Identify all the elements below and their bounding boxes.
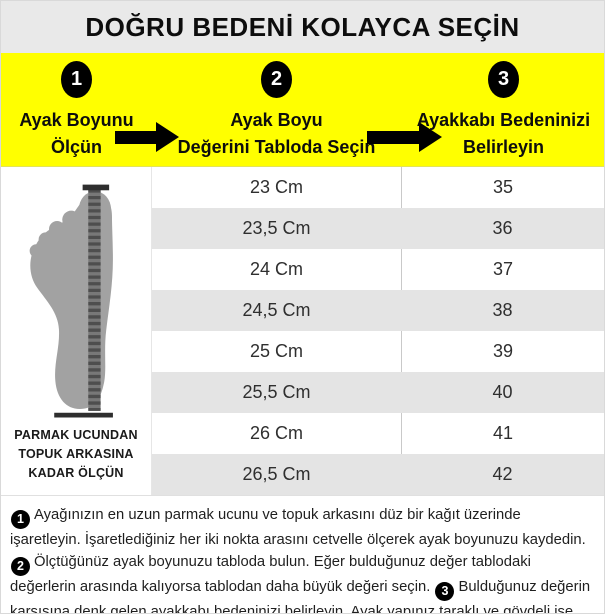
table-row: 26 Cm 41 <box>152 413 604 454</box>
right-arrow-icon <box>115 122 179 152</box>
foot-caption: PARMAK UCUNDAN TOPUK ARKASINA KADAR ÖLÇÜ… <box>14 428 138 480</box>
foot-length-cell: 24,5 Cm <box>242 300 311 320</box>
shoe-size-cell: 39 <box>401 331 604 372</box>
title-bar: DOĞRU BEDENİ KOLAYCA SEÇİN <box>1 1 604 53</box>
instruction-text-segment: Bulduğunuz değerin karşısına denk gelen … <box>10 579 591 614</box>
foot-length-cell: 25,5 Cm <box>242 382 311 402</box>
step-3-pick-size: 3 Ayakkabı Bedeninizi Belirleyin <box>401 53 604 166</box>
step-2-label: Ayak Boyu Değerini Tabloda Seçin <box>177 110 376 157</box>
table-row: 23 Cm 35 <box>152 167 604 208</box>
steps-band: 1 Ayak Boyunu Ölçün 2 Ayak Boyu Değerini… <box>1 53 604 167</box>
table-row: 24,5 Cm 38 <box>152 290 604 331</box>
page-title: DOĞRU BEDENİ KOLAYCA SEÇİN <box>85 11 520 42</box>
shoe-size-cell: 36 <box>492 218 513 238</box>
foot-length-cell: 26,5 Cm <box>242 464 311 484</box>
instruction-text-segment: Ayağınızın en uzun parmak ucunu ve topuk… <box>10 507 586 548</box>
foot-length-cell: 26 Cm <box>249 423 303 443</box>
step-1-label: Ayak Boyunu Ölçün <box>19 110 134 157</box>
table-row: 25 Cm 39 <box>152 331 604 372</box>
shoe-size-cell: 42 <box>492 464 513 484</box>
size-table-section: PARMAK UCUNDAN TOPUK ARKASINA KADAR ÖLÇÜ… <box>1 167 604 495</box>
foot-length-cell: 24 Cm <box>249 259 303 279</box>
step-1-measure-foot: 1 Ayak Boyunu Ölçün <box>1 53 152 166</box>
table-row: 25,5 Cm 40 <box>152 372 604 413</box>
foot-length-cell: 25 Cm <box>249 341 303 361</box>
shoe-size-cell: 41 <box>401 413 604 454</box>
step-1-number-badge: 1 <box>61 61 92 98</box>
instruction-step-marker: 3 <box>435 581 455 601</box>
shoe-size-cell: 37 <box>401 249 604 290</box>
step-2-find-in-table: 2 Ayak Boyu Değerini Tabloda Seçin <box>152 53 401 166</box>
foot-outline-ruler-icon <box>29 184 113 418</box>
shoe-size-cell: 38 <box>492 300 513 320</box>
table-row: 24 Cm 37 <box>152 249 604 290</box>
instructions-text: 1 Ayağınızın en uzun parmak ucunu ve topu… <box>1 495 604 614</box>
table-row: 23,5 Cm 36 <box>152 208 604 249</box>
table-row: 26,5 Cm 42 <box>152 454 604 495</box>
instruction-step-marker: 1 <box>11 509 30 529</box>
instruction-text-segment: Ölçtüğünüz ayak boyunuzu tabloda bulun. … <box>10 554 531 595</box>
right-arrow-icon <box>367 122 442 152</box>
step-3-number-badge: 3 <box>488 61 519 98</box>
step-3-label: Ayakkabı Bedeninizi Belirleyin <box>416 110 591 157</box>
foot-length-cell: 23,5 Cm <box>242 218 311 238</box>
shoe-size-cell: 40 <box>492 382 513 402</box>
foot-measure-panel: PARMAK UCUNDAN TOPUK ARKASINA KADAR ÖLÇÜ… <box>1 167 152 495</box>
step-2-number-badge: 2 <box>261 61 292 98</box>
size-table: 23 Cm 35 23,5 Cm 36 24 Cm 37 24,5 Cm 38 25 Cm 39 2… <box>152 167 604 495</box>
instruction-step-marker: 2 <box>11 557 30 576</box>
foot-length-cell: 23 Cm <box>249 177 303 197</box>
shoe-size-cell: 35 <box>401 167 604 208</box>
